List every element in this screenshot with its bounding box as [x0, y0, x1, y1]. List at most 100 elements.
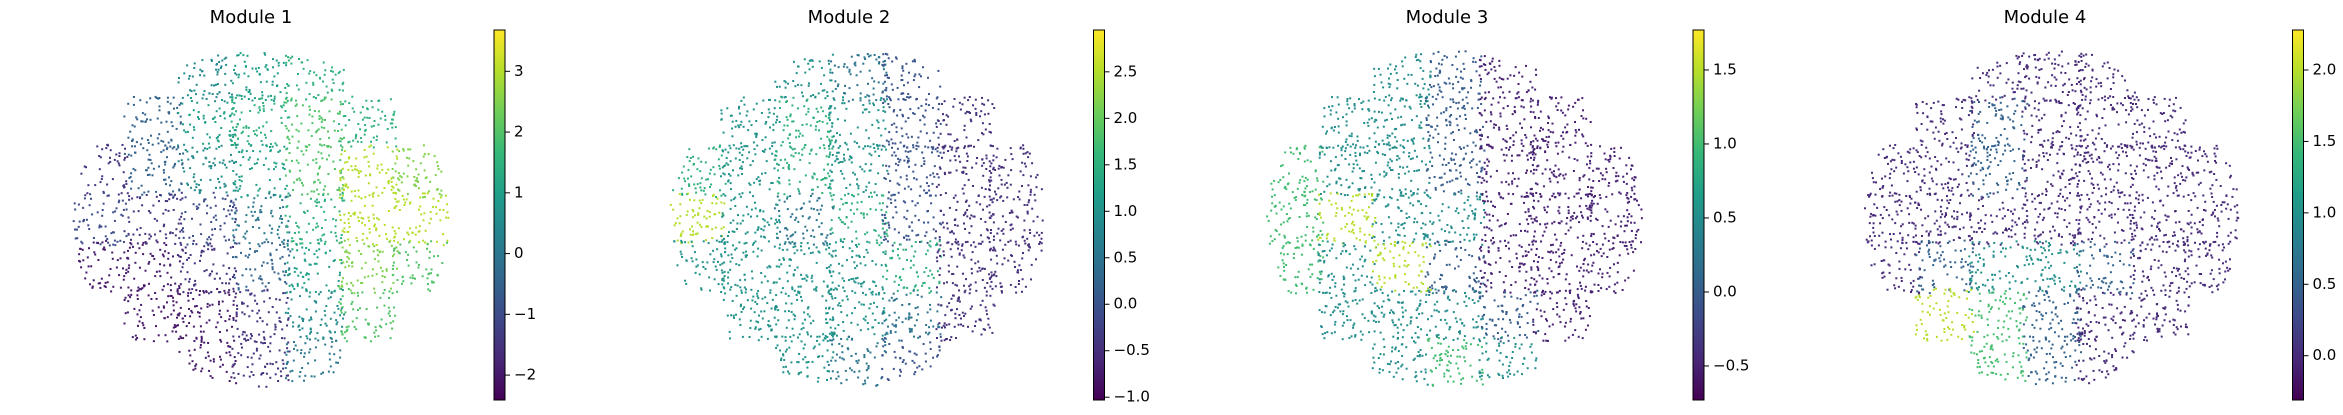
scatter-point	[882, 240, 943, 295]
scatter-point	[2021, 287, 2083, 338]
scatter-point	[935, 289, 996, 342]
scatter-point	[1317, 240, 1378, 294]
scatter-point	[1967, 192, 2029, 246]
scatter-point	[231, 192, 292, 246]
scatter-point	[231, 335, 291, 388]
scatter-point	[1531, 96, 1592, 149]
scatter-point	[828, 288, 889, 341]
scatter-point	[338, 239, 399, 295]
scatter-point	[720, 193, 781, 246]
scatter-point	[2021, 144, 2080, 198]
scatter-point	[123, 191, 184, 246]
scatter-point	[2021, 240, 2082, 294]
scatter-point	[72, 192, 130, 247]
scatter-point	[672, 144, 727, 198]
scatter-point	[988, 144, 1043, 199]
colorbar-tick-label: −0.5	[1114, 341, 1150, 359]
scatter-point	[123, 143, 185, 199]
scatter-point	[1915, 239, 1975, 295]
scatter-point	[1533, 240, 1593, 295]
scatter-point	[2075, 96, 2136, 149]
scatter-point	[1372, 288, 1432, 341]
colorbar-tick-label: 0.0	[1713, 282, 1737, 300]
scatter-point	[177, 96, 238, 150]
scatter-point	[391, 192, 450, 247]
scatter-point	[2075, 288, 2135, 341]
scatter-point	[1425, 288, 1486, 343]
scatter-point	[123, 95, 182, 151]
colorbar-tick-label: −1.0	[1114, 388, 1150, 406]
scatter-point	[178, 191, 238, 247]
scatter-point	[1867, 144, 1921, 198]
scatter-point	[935, 144, 995, 198]
scatter-point	[284, 335, 342, 383]
scatter-point	[231, 52, 290, 102]
scatter-point	[1915, 96, 1975, 148]
scatter-point	[883, 144, 942, 197]
scatter-point	[1424, 192, 1486, 246]
scatter-point	[2182, 192, 2240, 247]
colorbar-tick-label: −2	[514, 366, 536, 384]
scatter-point	[1370, 143, 1431, 199]
scatter-point	[391, 240, 448, 293]
scatter-point	[1970, 337, 2028, 382]
scatter-point	[778, 95, 834, 150]
colorbar-tick-label: 0.5	[1713, 208, 1737, 226]
scatter-point	[338, 95, 398, 149]
colorbar-tick-label: 1.0	[1713, 134, 1737, 152]
scatter-point	[720, 96, 781, 151]
colorbar-tick-label: 0	[514, 244, 524, 262]
scatter-point	[1268, 241, 1325, 295]
scatter-point	[935, 192, 995, 247]
scatter-point	[2075, 240, 2135, 295]
colorbar-tick-label: 3	[514, 62, 524, 80]
scatter-point	[1532, 143, 1593, 199]
scatter-point	[232, 241, 292, 295]
scatter-point	[2129, 96, 2187, 151]
scatter-point	[1532, 287, 1591, 342]
scatter-point	[2077, 191, 2137, 246]
scatter-point	[2021, 192, 2082, 247]
scatter-point	[1425, 144, 1486, 196]
scatter-point	[669, 192, 726, 245]
scatter-point	[1531, 192, 1593, 246]
scatter-point	[1371, 335, 1429, 386]
scatter-point	[2129, 240, 2190, 294]
colorbar-tick-label: 1.5	[1713, 60, 1737, 78]
scatter-point	[1915, 144, 1975, 197]
scatter-point	[2075, 53, 2136, 102]
scatter-point	[988, 239, 1043, 294]
scatter-point	[2076, 144, 2136, 198]
scatter-point	[2182, 240, 2232, 294]
scatter-point	[284, 144, 344, 198]
scatter-point	[285, 239, 344, 294]
colorbar-tick-label: 1.5	[2313, 132, 2337, 150]
scatter-point	[1319, 96, 1378, 149]
scatter-point	[1318, 288, 1377, 341]
scatter-point	[1318, 144, 1377, 198]
scatter-point	[1372, 240, 1432, 293]
scatter-point	[774, 144, 833, 198]
scatter-point	[1372, 53, 1432, 102]
scatter-point	[1587, 239, 1637, 294]
scatter-point	[1478, 239, 1540, 294]
scatter-point	[1426, 337, 1484, 387]
colorbar-tick-label: 0.0	[1114, 295, 1138, 313]
scatter-point	[774, 287, 834, 340]
scatter-point	[123, 241, 184, 294]
scatter-point	[881, 96, 942, 151]
scatter-point	[829, 191, 889, 247]
scatter-point	[2183, 144, 2238, 198]
scatter-point	[78, 239, 129, 293]
scatter-point	[176, 288, 238, 342]
scatter-point	[828, 96, 888, 149]
scatter-point	[2075, 335, 2135, 385]
panel-title: Module 2	[808, 7, 891, 28]
scatter-point	[827, 240, 887, 295]
scatter-point	[338, 144, 399, 199]
scatter-point	[1866, 240, 1922, 295]
scatter-point	[673, 239, 727, 295]
scatter-point	[935, 96, 996, 150]
scatter-point	[1478, 336, 1538, 379]
